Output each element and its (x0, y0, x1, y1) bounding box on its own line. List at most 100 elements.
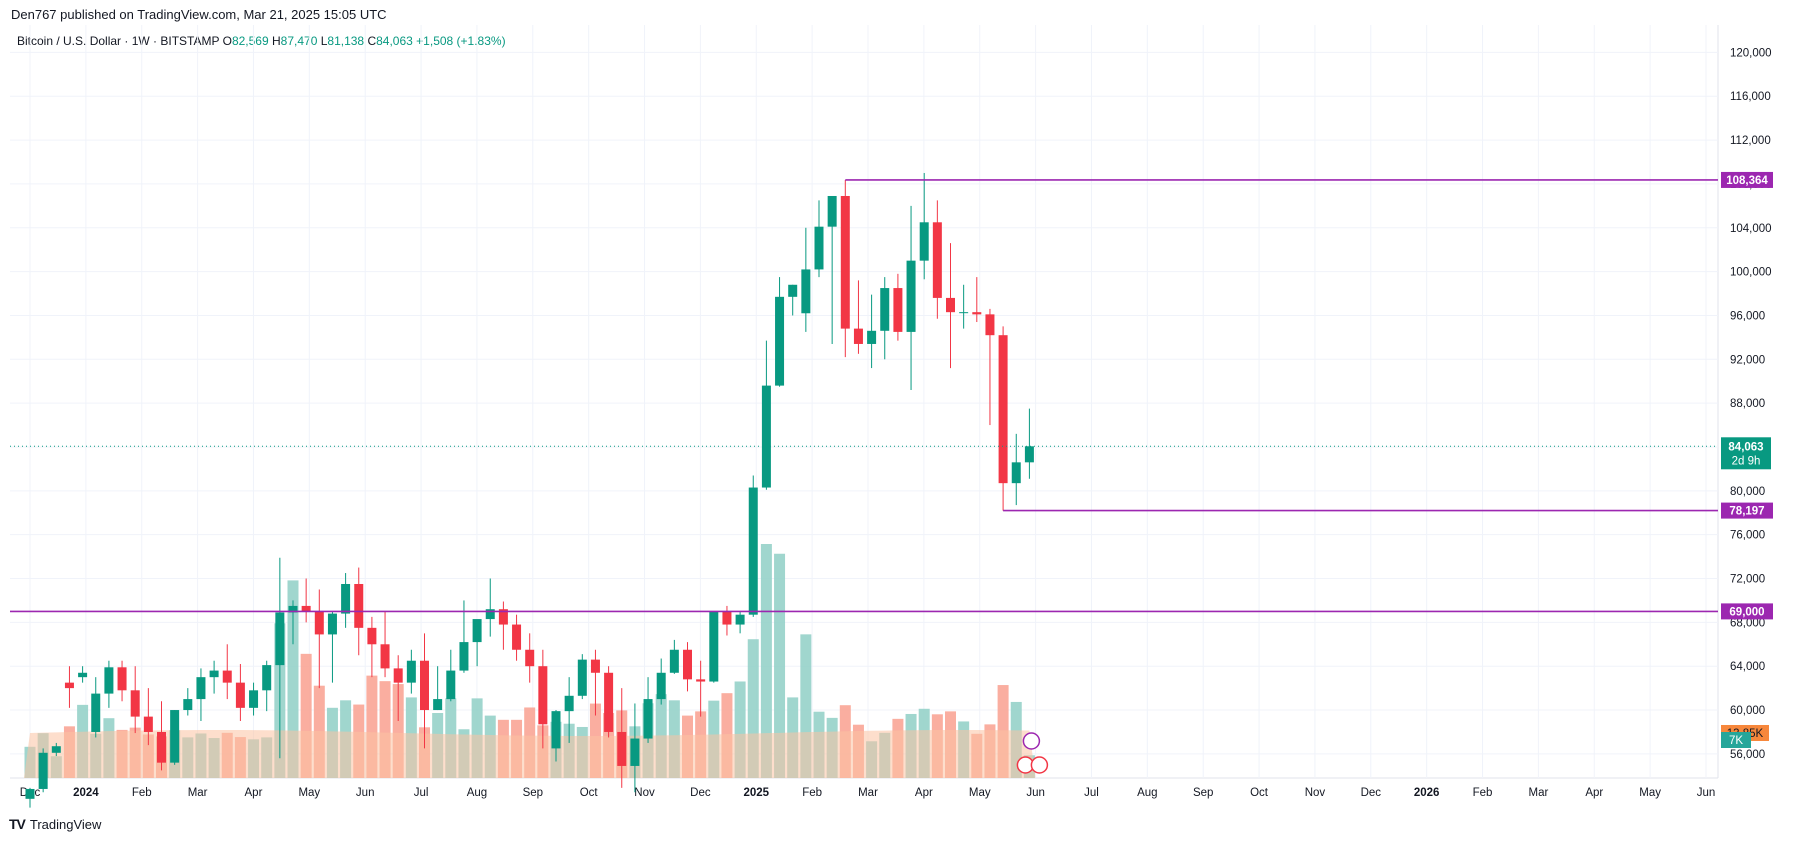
candle-body (485, 609, 495, 620)
candle-body (78, 672, 88, 678)
volume-ma-area (24, 729, 1036, 778)
volume-bar (392, 684, 404, 778)
high-label: H (272, 34, 281, 48)
y-tick-label: 76,000 (1730, 530, 1765, 542)
candle-body (775, 296, 785, 386)
candle-body (301, 605, 311, 612)
x-tick-label: Dec (1361, 787, 1382, 799)
x-tick-label: Feb (1473, 787, 1493, 799)
y-tick-label: 116,000 (1730, 91, 1771, 103)
candle-body (459, 642, 469, 671)
candle-body (853, 328, 863, 344)
candle-body (367, 627, 377, 645)
candle-body (117, 667, 127, 691)
y-tick-label: 112,000 (1730, 135, 1771, 147)
y-tick-label: 96,000 (1730, 310, 1765, 322)
current-price-tag (1721, 437, 1771, 470)
volume-bar (760, 544, 772, 778)
candle-body (512, 624, 522, 650)
y-tick-label: 88,000 (1730, 398, 1765, 410)
candle-body (827, 195, 837, 227)
low-label: L (320, 34, 328, 48)
candle-body (498, 609, 508, 625)
candle-body (420, 660, 429, 711)
candle-body (617, 731, 627, 766)
x-tick-label: Mar (1528, 787, 1548, 799)
candle-body (972, 312, 982, 315)
candle-body (893, 288, 903, 332)
candle-body (630, 738, 640, 766)
candle-body (354, 583, 364, 628)
x-tick-label: Mar (188, 787, 208, 799)
candle-body (919, 222, 929, 261)
horizontal-level-tag (1721, 171, 1773, 188)
candle-body (433, 699, 443, 711)
candle-body (761, 385, 771, 488)
x-tick-label: Dec (690, 787, 711, 799)
candle-body (64, 682, 74, 689)
y-tick-label: 100,000 (1730, 267, 1772, 279)
candle-body (669, 649, 679, 673)
close-value: 84,063 (376, 34, 413, 48)
candle-body (867, 330, 877, 344)
x-tick-label: Mar (858, 787, 878, 799)
volume-bar (800, 634, 812, 778)
y-tick-label: 80,000 (1730, 486, 1765, 498)
x-tick-label: Jun (1697, 787, 1716, 799)
candle-body (590, 659, 600, 673)
candle-body (906, 260, 916, 332)
candle-body (222, 670, 232, 683)
candle-body (722, 611, 732, 625)
symbol-name: Bitcoin / U.S. Dollar · 1W · BITSTAMP (17, 34, 220, 48)
symbol-legend: Bitcoin / U.S. Dollar · 1W · BITSTAMP O 8… (17, 34, 506, 48)
volume-tag (1721, 732, 1751, 748)
x-tick-label: Oct (580, 787, 599, 799)
x-tick-label: Oct (1250, 787, 1269, 799)
x-tick-label: Aug (1137, 787, 1157, 799)
candle-body (393, 668, 403, 683)
candle-body (801, 269, 811, 314)
x-tick-label: Apr (245, 787, 263, 799)
y-tick-label: 64,000 (1730, 661, 1765, 673)
candle-body (249, 690, 259, 708)
volume-bar (774, 553, 786, 778)
x-tick-label: Jun (1026, 787, 1045, 799)
candle-body (748, 487, 758, 615)
horizontal-level-label: 78,197 (1729, 506, 1764, 518)
candle-body (406, 660, 416, 683)
y-tick-label: 104,000 (1730, 223, 1772, 235)
close-label: C (367, 34, 377, 48)
candle-body (446, 670, 456, 700)
candle-body (183, 699, 193, 711)
candle-body (683, 649, 692, 680)
x-tick-label: Feb (802, 787, 822, 799)
y-tick-label: 68,000 (1730, 617, 1765, 629)
horizontal-level-tag (1721, 603, 1773, 620)
volume-bar (747, 639, 759, 778)
y-tick-label: 120,000 (1730, 47, 1772, 59)
countdown-label: 2d 9h (1732, 455, 1761, 467)
footer-brand: TradingView (29, 816, 102, 832)
x-tick-label: Nov (634, 787, 655, 799)
candle-body (959, 312, 969, 314)
candle-body (735, 614, 745, 625)
candle-body (538, 666, 548, 725)
change-value: +1,508 (+1.83%) (416, 34, 506, 48)
x-tick-label: 2026 (1414, 787, 1440, 799)
candle-body (380, 644, 390, 669)
candle-body (643, 699, 653, 739)
candle-body (130, 690, 140, 717)
event-lightning-icon (1022, 732, 1041, 750)
candle-body (235, 682, 245, 708)
candle-body (314, 611, 324, 635)
y-tick-label: 60,000 (1730, 705, 1765, 717)
candle-body (551, 711, 561, 749)
candle-body (656, 672, 666, 700)
open-label: O (222, 34, 232, 48)
volume-label: 7K (1729, 735, 1743, 747)
current-price-label: 84,063 (1728, 441, 1763, 453)
x-tick-label: Aug (467, 787, 487, 799)
candle-body (840, 195, 850, 329)
y-tick-label: 92,000 (1730, 354, 1765, 366)
